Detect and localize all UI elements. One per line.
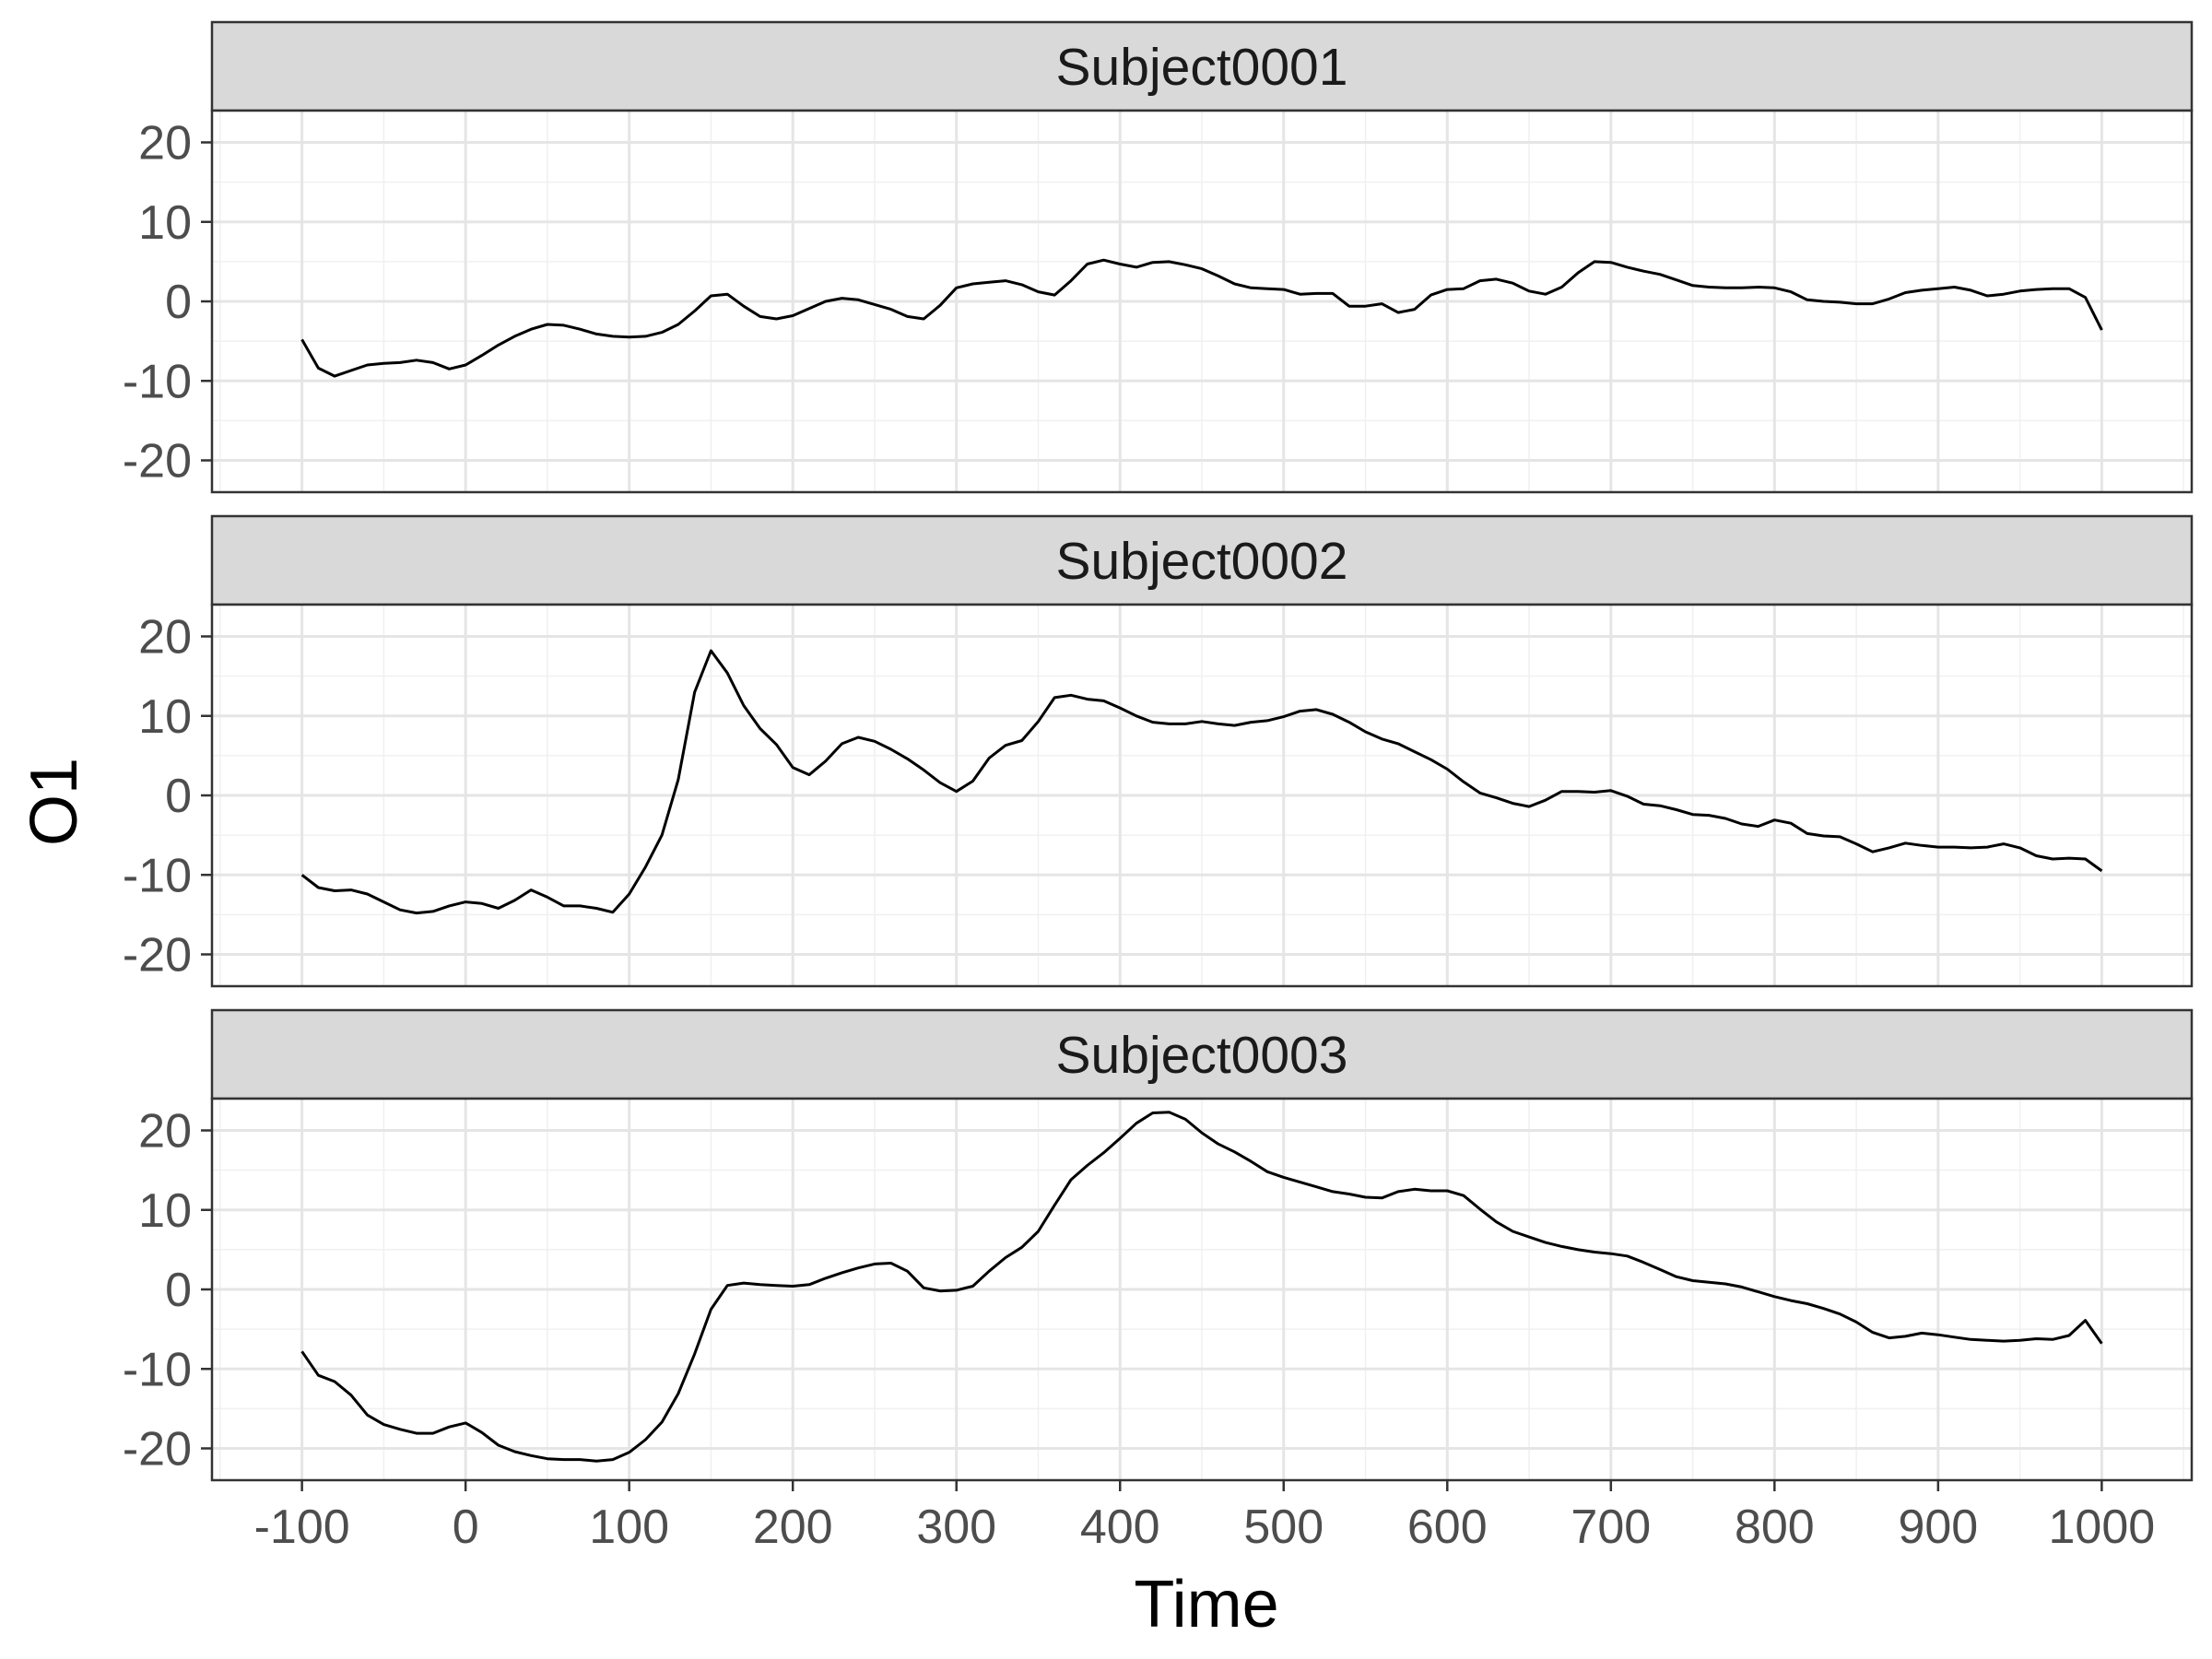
y-tick-label: -10	[123, 849, 192, 902]
y-tick-label: -10	[123, 355, 192, 408]
y-tick-label: 0	[165, 770, 192, 823]
facet-strip	[210, 20, 2194, 112]
x-tick-label: 600	[1407, 1500, 1488, 1554]
facet-panel: Subject0002 -20 -10 0 10 20	[123, 514, 2194, 988]
y-tick-label: 20	[138, 1105, 192, 1159]
x-tick-label: -100	[254, 1500, 350, 1554]
y-tick-label: -20	[123, 1423, 192, 1477]
facet-strip-label: Subject0003	[1056, 1026, 1348, 1085]
facet-panel: Subject0003 -20 -10 0 10 20	[123, 1008, 2194, 1482]
series-line	[300, 649, 2103, 915]
facet-strip-label: Subject0001	[1056, 38, 1348, 97]
y-tick-label: 0	[165, 1264, 192, 1317]
x-axis: -100 0 100 200 300 400 500 600 700 800 900 1000	[254, 1480, 2156, 1554]
x-tick-label: 100	[589, 1500, 669, 1554]
facet-strip	[210, 514, 2194, 606]
x-tick-label: 200	[753, 1500, 833, 1554]
x-tick-label: 1000	[2049, 1500, 2156, 1554]
facet-panels: Subject0001 -20 -10 0 10 20 Subject0002 -20 -10 0…	[123, 20, 2194, 1482]
facet-strip-label: Subject0002	[1056, 532, 1348, 591]
facet-panel: Subject0001 -20 -10 0 10 20	[123, 20, 2194, 494]
facet-strip	[210, 1008, 2194, 1100]
x-tick-label: 300	[916, 1500, 996, 1554]
y-tick-label: 10	[138, 690, 192, 744]
series-line	[300, 258, 2103, 378]
y-tick-label: 20	[138, 611, 192, 665]
x-tick-label: 700	[1571, 1500, 1651, 1554]
x-axis-title: Time	[1134, 1568, 1278, 1641]
y-tick-label: -20	[123, 929, 192, 982]
x-tick-label: 0	[453, 1500, 479, 1554]
y-tick-label: -20	[123, 435, 192, 488]
x-tick-label: 900	[1898, 1500, 1978, 1554]
y-tick-label: 20	[138, 117, 192, 171]
x-tick-label: 800	[1735, 1500, 1815, 1554]
y-tick-label: 10	[138, 1184, 192, 1238]
x-tick-label: 400	[1080, 1500, 1160, 1554]
y-tick-label: -10	[123, 1343, 192, 1396]
y-tick-label: 0	[165, 276, 192, 329]
y-axis-title: O1	[18, 758, 91, 846]
x-tick-label: 500	[1243, 1500, 1324, 1554]
y-tick-label: 10	[138, 196, 192, 250]
series-line	[300, 1111, 2103, 1463]
